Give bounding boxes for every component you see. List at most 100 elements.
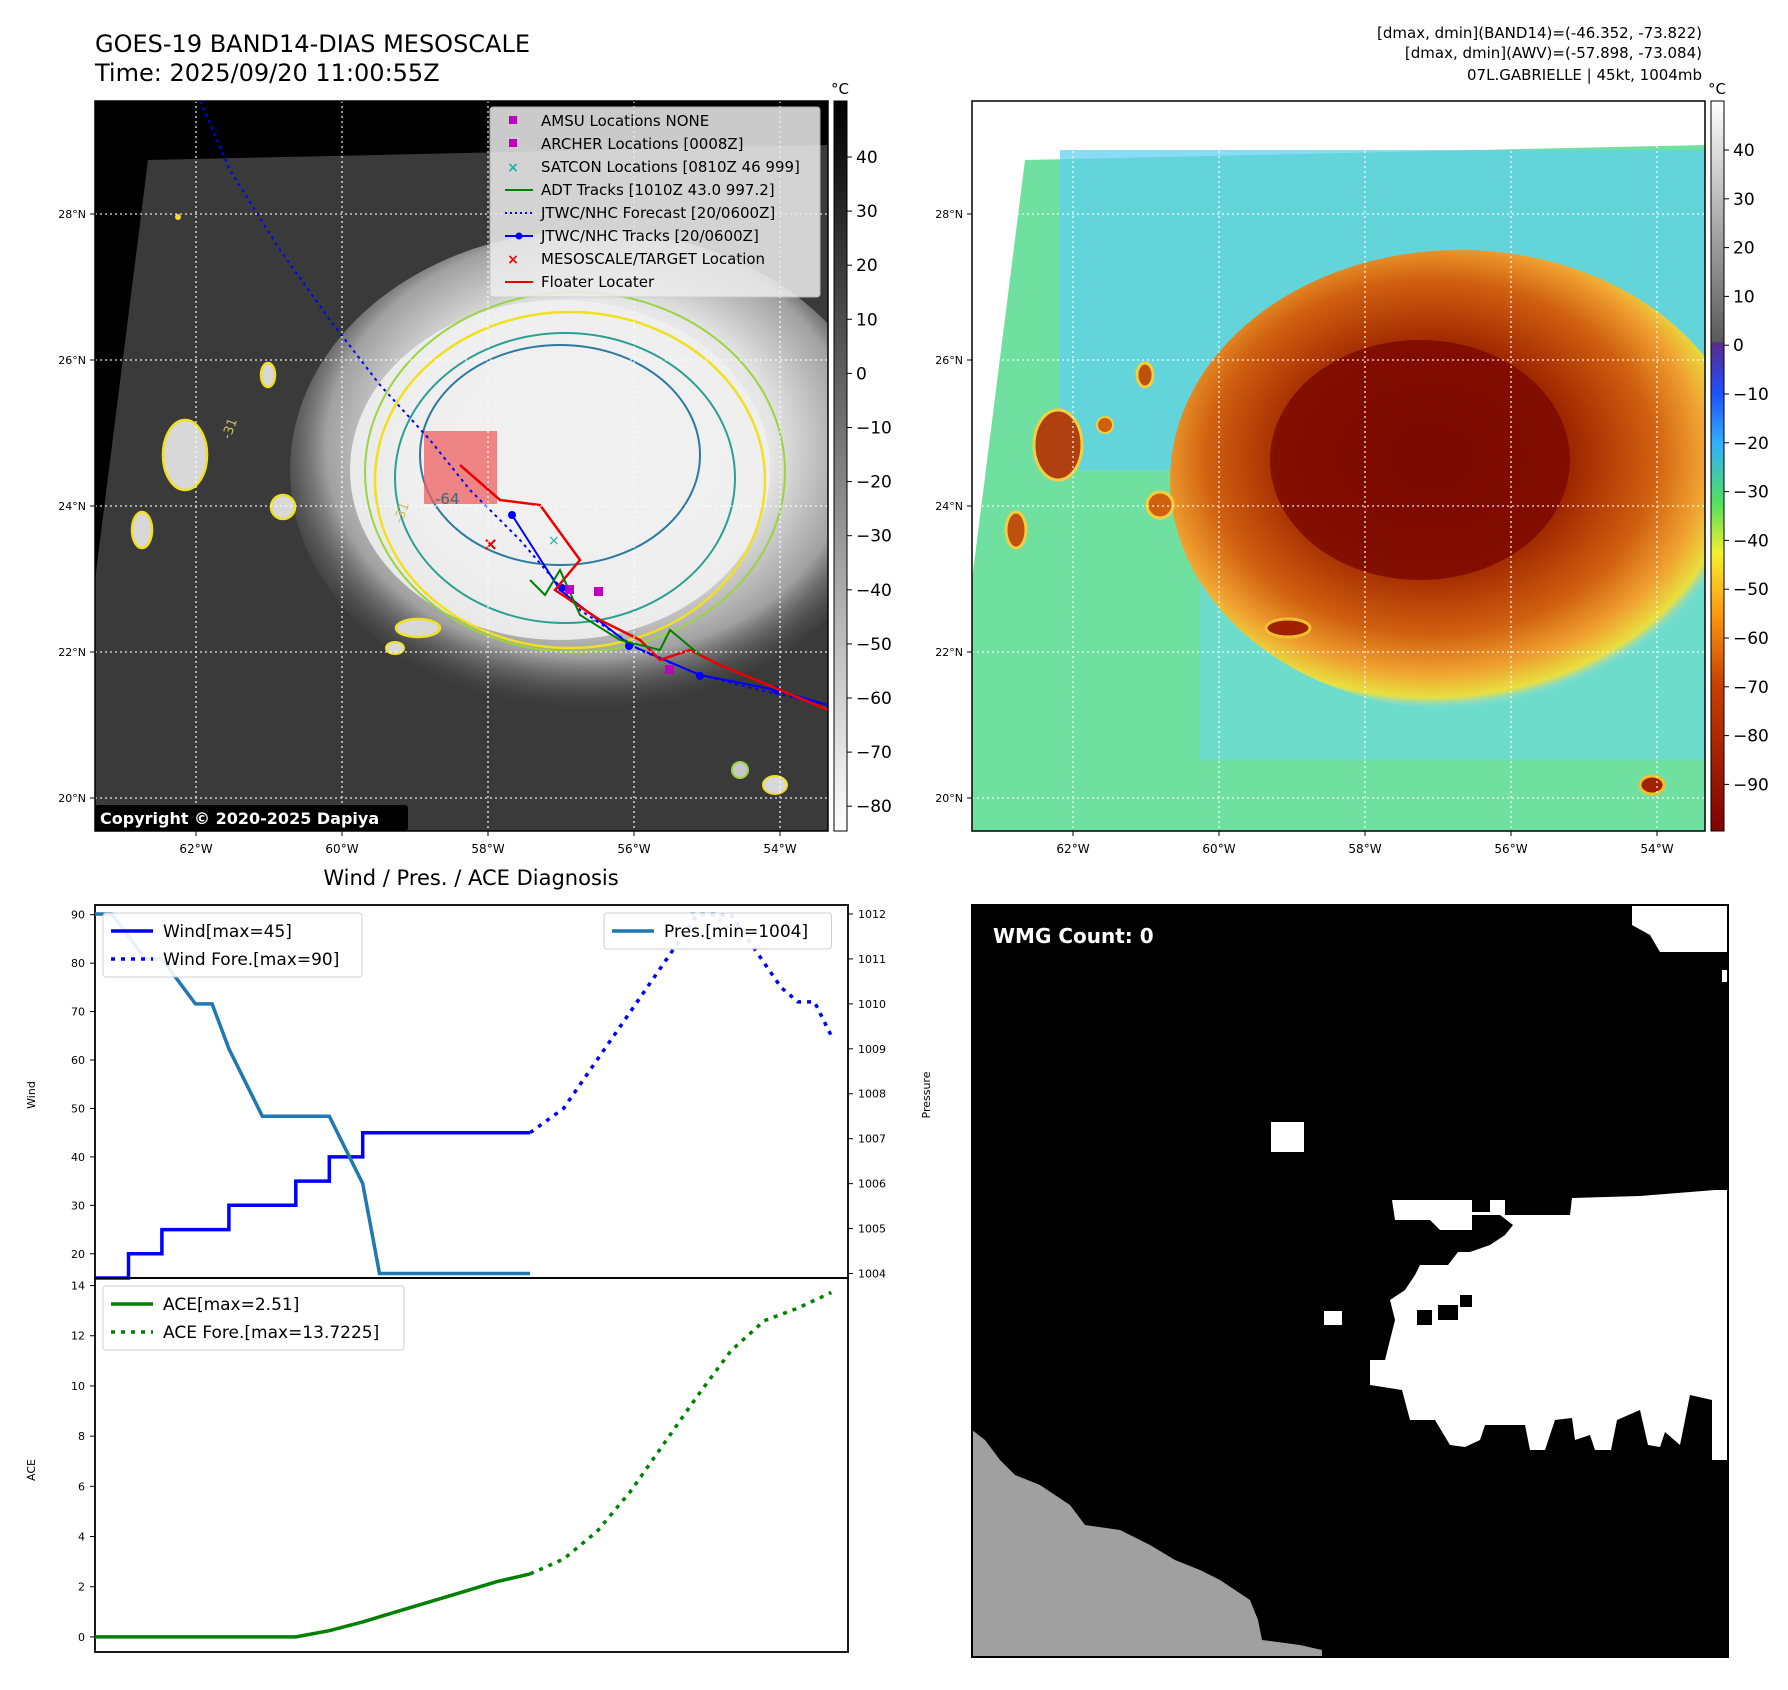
copyright-text: Copyright © 2020-2025 Dapiya (100, 809, 379, 828)
lat-label: 22°N (935, 646, 963, 659)
colorbar-gray (833, 100, 848, 832)
legend-label: SATCON Locations [0810Z 46 999] (541, 158, 800, 176)
colorbar-tick: −40 (1733, 531, 1769, 551)
y-tick-label: 50 (71, 1102, 85, 1115)
y-tick-label: 90 (71, 909, 85, 922)
y-tick-label: 10 (71, 1380, 85, 1393)
legend-label: Floater Locater (541, 273, 655, 291)
pressure-ylabel: Pressure (920, 1071, 933, 1118)
colorbar-tick: 10 (856, 310, 878, 330)
colorbar-tick: 20 (1733, 239, 1755, 259)
y-tick-label: 40 (71, 1151, 85, 1164)
y2-tick-label: 1008 (858, 1088, 886, 1101)
colorbar-gray-ticks: 40 30 20 10 0 −10 −20 −30 −40 −50 −60 −70 −80 (847, 148, 892, 817)
lat-label: 20°N (58, 792, 86, 805)
colorbar-tick: −80 (856, 797, 892, 817)
series-line (95, 1130, 531, 1280)
colorbar-color (1710, 100, 1725, 832)
colorbar-tick: −70 (1733, 678, 1769, 698)
legend-label: MESOSCALE/TARGET Location (541, 250, 765, 268)
colorbar-tick: 30 (856, 202, 878, 222)
lat-label: 26°N (58, 354, 86, 367)
colorbar-tick: −80 (1733, 727, 1769, 747)
lat-label: 24°N (58, 500, 86, 513)
colorbar-tick: −20 (856, 473, 892, 493)
legend-marker (509, 116, 517, 124)
colorbar-tick: 30 (1733, 190, 1755, 210)
ace-chart: 0 2 4 6 8 10 12 14 ACE[max=2.51] ACE Fore.[max=13… (71, 1277, 849, 1653)
contour-label: -31 (220, 416, 241, 441)
series-line (95, 1572, 531, 1639)
lat-label: 28°N (58, 208, 86, 221)
lat-label: 24°N (935, 500, 963, 513)
y-tick-label: 80 (71, 957, 85, 970)
chart-legend (102, 912, 363, 978)
diag-title: Wind / Pres. / ACE Diagnosis (323, 866, 618, 890)
colorbar-tick: 0 (856, 364, 867, 384)
colorbar-tick: 20 (856, 256, 878, 276)
y2-tick-label: 1005 (858, 1223, 886, 1236)
chart-legend-label: Wind[max=45] (163, 922, 292, 942)
y2-tick-label: 1011 (858, 953, 886, 966)
chart-legend-label: Pres.[min=1004] (664, 922, 808, 942)
wind-ylabel: Wind (25, 1081, 38, 1109)
wmg-mask-panel (971, 904, 1729, 1658)
y-tick-label: 20 (71, 1248, 85, 1261)
legend-label: ARCHER Locations [0008Z] (541, 135, 744, 153)
y2-tick-label: 1004 (858, 1268, 886, 1281)
colorbar-tick: 40 (856, 148, 878, 168)
contour-label: -64 (435, 490, 460, 508)
wind-pressure-chart: 20 30 40 50 60 70 80 90 1004 1005 1006 1007 1008 1009… (71, 904, 886, 1281)
chart-legend-label: ACE Fore.[max=13.7225] (163, 1323, 379, 1343)
legend-marker: × (507, 160, 519, 176)
lon-label: 58°W (1348, 842, 1381, 856)
lon-label: 56°W (1494, 842, 1527, 856)
y-tick-label: 8 (78, 1430, 85, 1443)
ace-ylabel: ACE (25, 1459, 38, 1481)
ir-color-map (972, 101, 1705, 831)
y-tick-label: 60 (71, 1054, 85, 1067)
y-tick-label: 6 (78, 1480, 85, 1493)
legend-marker: × (507, 252, 519, 268)
chart-legend-label: Wind Fore.[max=90] (163, 950, 339, 970)
colorbar-tick: −40 (856, 581, 892, 601)
colorbar-tick: 0 (1733, 336, 1744, 356)
lon-label: 54°W (1640, 842, 1673, 856)
y2-tick-label: 1009 (858, 1043, 886, 1056)
y2-tick-label: 1010 (858, 998, 886, 1011)
lat-label: 28°N (935, 208, 963, 221)
legend-label: JTWC/NHC Tracks [20/0600Z] (540, 227, 759, 245)
y-tick-label: 12 (71, 1330, 85, 1343)
lat-label: 22°N (58, 646, 86, 659)
y-tick-label: 0 (78, 1631, 85, 1644)
y2-tick-label: 1006 (858, 1178, 886, 1191)
y2-tick-label: 1012 (858, 908, 886, 921)
wmg-count: WMG Count: 0 (993, 924, 1154, 948)
map-legend: AMSU Locations NONE ARCHER Locations [000… (489, 106, 821, 298)
lon-label: 56°W (617, 842, 650, 856)
colorbar-tick: −50 (856, 635, 892, 655)
map2-axes: 28°N 26°N 24°N 22°N 20°N 62°W 60°W 58°W 56°W 54°W (935, 208, 1673, 856)
legend-marker (509, 139, 517, 147)
y-tick-label: 2 (78, 1581, 85, 1594)
y-tick-label: 30 (71, 1199, 85, 1212)
chart-legend (603, 912, 832, 950)
lon-label: 62°W (1056, 842, 1089, 856)
lon-label: 54°W (763, 842, 796, 856)
map2-frame (971, 100, 1706, 832)
lat-label: 26°N (935, 354, 963, 367)
copyright-box (95, 805, 408, 831)
chart-legend-label: ACE[max=2.51] (163, 1295, 299, 1315)
colorbar-color-unit: °C (1708, 80, 1726, 98)
colorbar-tick: −10 (856, 419, 892, 439)
lon-label: 60°W (1202, 842, 1235, 856)
legend-label: AMSU Locations NONE (541, 112, 709, 130)
contour-label: -31 (392, 500, 413, 525)
colorbar-tick: −20 (1733, 434, 1769, 454)
svg-text:×: × (483, 534, 498, 555)
y-tick-label: 70 (71, 1006, 85, 1019)
colorbar-tick: −60 (1733, 629, 1769, 649)
legend-label: ADT Tracks [1010Z 43.0 997.2] (541, 181, 775, 199)
lat-label: 20°N (935, 792, 963, 805)
